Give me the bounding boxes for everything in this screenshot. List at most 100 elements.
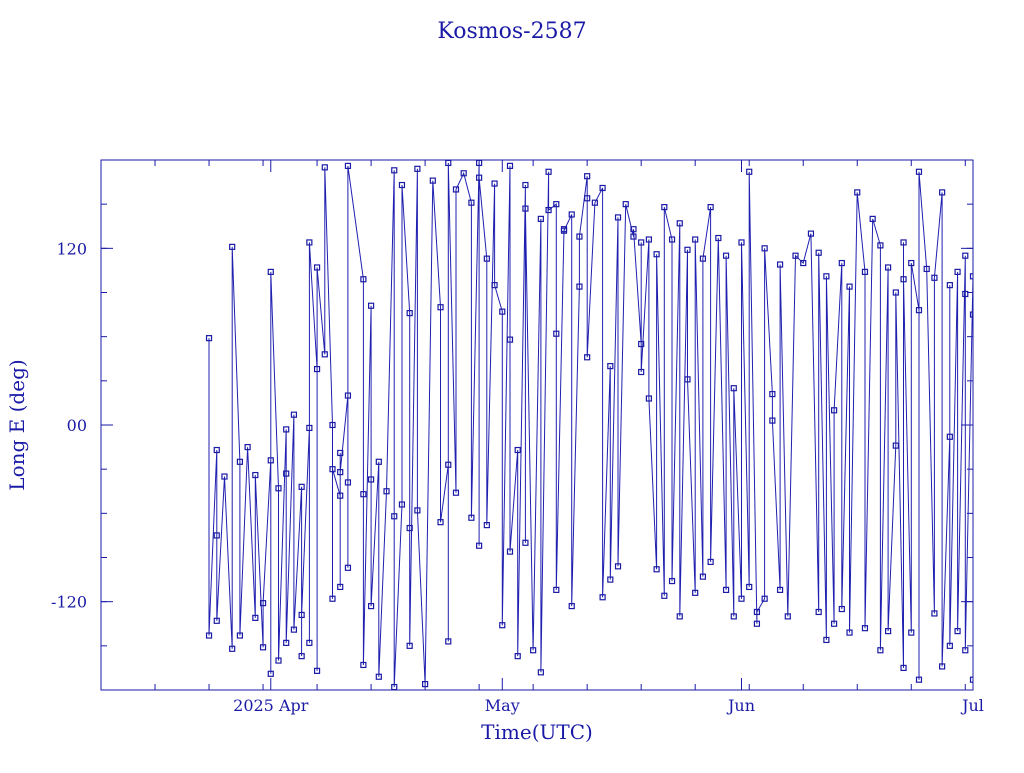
- data-point: [753, 620, 761, 627]
- data-point: [375, 458, 382, 465]
- data-point: [290, 411, 298, 418]
- data-point: [506, 336, 514, 343]
- data-point: [838, 605, 845, 613]
- data-point: [815, 249, 822, 256]
- data-point: [313, 365, 321, 373]
- data-point: [915, 168, 923, 175]
- data-point: [283, 470, 290, 477]
- data-point: [414, 507, 421, 514]
- data-point: [313, 667, 321, 674]
- data-point: [445, 160, 452, 167]
- data-point: [530, 647, 537, 654]
- data-point: [252, 471, 259, 479]
- data-point: [522, 181, 529, 189]
- data-point: [391, 167, 398, 174]
- x-tick-label: Jul: [960, 696, 984, 715]
- data-point: [514, 653, 521, 660]
- data-point: [892, 289, 899, 296]
- data-point: [877, 647, 884, 654]
- data-point: [367, 602, 375, 610]
- x-tick-label: 2025 Apr: [233, 696, 309, 715]
- data-point: [236, 632, 244, 639]
- data-point: [861, 268, 869, 275]
- data-point: [213, 532, 220, 539]
- data-point: [298, 653, 305, 660]
- data-point: [476, 174, 483, 181]
- data-point: [692, 589, 699, 596]
- data-point: [298, 611, 305, 619]
- data-point: [599, 594, 606, 601]
- data-point: [252, 614, 259, 621]
- data-point: [537, 215, 544, 222]
- data-point: [259, 644, 267, 651]
- data-point: [939, 189, 946, 196]
- data-point: [622, 201, 629, 208]
- data-point: [491, 282, 498, 289]
- data-point: [275, 657, 282, 664]
- data-point: [784, 613, 791, 620]
- data-point: [267, 457, 274, 464]
- data-point: [437, 304, 444, 311]
- data-point: [383, 488, 390, 495]
- data-point: [846, 629, 853, 636]
- data-point: [692, 236, 699, 243]
- data-point: [283, 426, 290, 433]
- data-point: [978, 287, 983, 292]
- data-point: [236, 458, 244, 465]
- data-point: [576, 233, 583, 240]
- y-axis-title: Long E (deg): [5, 359, 29, 490]
- data-point: [969, 273, 973, 280]
- data-point: [506, 548, 514, 555]
- data-point: [344, 162, 352, 169]
- data-point: [414, 165, 421, 172]
- data-point: [915, 307, 923, 314]
- data-point: [645, 395, 652, 402]
- data-point: [537, 669, 544, 676]
- data-point: [939, 663, 946, 670]
- data-point: [730, 385, 737, 392]
- data-point: [900, 276, 907, 283]
- data-point: [205, 335, 213, 342]
- data-point: [792, 252, 799, 259]
- data-point: [978, 442, 983, 447]
- data-point: [684, 246, 691, 253]
- data-point: [915, 676, 923, 683]
- data-point: [861, 625, 869, 632]
- data-point: [607, 576, 614, 583]
- data-point: [761, 245, 768, 252]
- data-point: [885, 264, 892, 271]
- data-point: [661, 592, 668, 599]
- data-point: [337, 492, 344, 499]
- data-point: [398, 181, 406, 189]
- data-point: [406, 642, 413, 649]
- data-point: [969, 676, 973, 683]
- data-point: [746, 168, 753, 175]
- data-point: [946, 642, 953, 649]
- data-point: [707, 204, 714, 211]
- data-point: [769, 417, 776, 424]
- data-point: [946, 282, 953, 289]
- data-point: [476, 160, 483, 167]
- data-point: [676, 613, 683, 620]
- data-point: [406, 524, 413, 532]
- data-point: [823, 636, 830, 644]
- data-point: [460, 170, 467, 177]
- data-point: [661, 204, 668, 211]
- data-point: [722, 586, 730, 593]
- data-point: [776, 261, 784, 268]
- data-point: [445, 638, 452, 645]
- data-point: [885, 628, 892, 635]
- x-axis-title: Time(UTC): [481, 720, 593, 744]
- data-point: [962, 252, 969, 259]
- data-point: [205, 632, 213, 639]
- data-point: [869, 215, 876, 222]
- data-point: [614, 214, 622, 221]
- data-point: [306, 424, 313, 432]
- data-point: [584, 195, 591, 202]
- data-point: [931, 274, 938, 281]
- data-point: [398, 501, 406, 508]
- data-point: [283, 639, 290, 646]
- data-point: [545, 168, 552, 175]
